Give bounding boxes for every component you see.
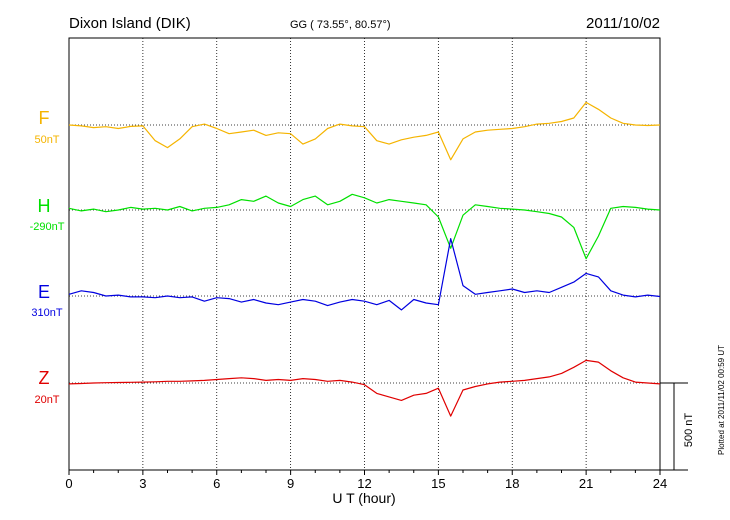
- x-tick-label-24: 24: [653, 476, 667, 491]
- series-line-z: [68, 359, 661, 417]
- scale-bar: 500 nT: [660, 382, 695, 471]
- series-baseline-value-z: 20nT: [34, 394, 59, 406]
- series-line-e: [68, 238, 661, 311]
- series-baselines: [69, 124, 660, 384]
- x-tick-label-18: 18: [505, 476, 519, 491]
- x-axis-label: U T (hour): [332, 490, 395, 506]
- x-axis-ticks: 0 3 6 9 12 15 18 21 24: [65, 470, 667, 491]
- scale-bar-label: 500 nT: [683, 413, 695, 448]
- series-baseline-value-h: -290nT: [30, 221, 65, 233]
- series-baseline-value-f: 50nT: [34, 134, 59, 146]
- x-tick-label-0: 0: [65, 476, 72, 491]
- series-lines: [68, 101, 661, 417]
- station-coordinates: GG ( 73.55°, 80.57°): [290, 19, 391, 31]
- series-line-h: [68, 193, 661, 260]
- date-label: 2011/10/02: [586, 15, 660, 32]
- x-tick-label-15: 15: [431, 476, 445, 491]
- series-name-h: H: [38, 196, 51, 216]
- x-tick-label-21: 21: [579, 476, 593, 491]
- x-tick-label-3: 3: [139, 476, 146, 491]
- series-baseline-value-e: 310nT: [31, 307, 62, 319]
- series-line-f: [68, 101, 661, 161]
- x-tick-label-6: 6: [213, 476, 220, 491]
- station-title: Dixon Island (DIK): [69, 15, 191, 32]
- plotted-timestamp: Plotted at 2011/11/02 00:59 UT: [717, 345, 726, 455]
- series-name-z: Z: [39, 368, 50, 388]
- x-tick-label-12: 12: [357, 476, 371, 491]
- gridlines: [142, 38, 587, 470]
- series-name-f: F: [39, 108, 50, 128]
- x-tick-label-9: 9: [287, 476, 294, 491]
- series-name-e: E: [38, 282, 50, 302]
- series-labels: F 50nT H -290nT E 310nT Z 20nT: [30, 108, 65, 406]
